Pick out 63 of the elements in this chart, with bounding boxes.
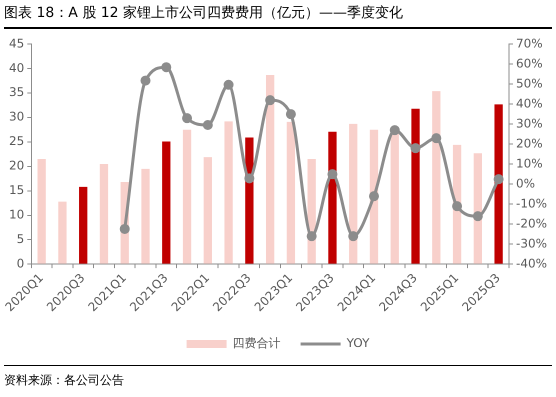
- bar: [411, 108, 420, 264]
- legend-label: YOY: [346, 336, 370, 350]
- bar: [224, 121, 233, 264]
- y-tick-label: 30: [8, 110, 24, 124]
- y2-tick-label: -10%: [516, 196, 548, 210]
- point: [224, 80, 234, 90]
- bar: [204, 157, 212, 264]
- y-tick-label: 40: [8, 60, 24, 75]
- point: [244, 173, 254, 184]
- y2-tick-label: 30%: [516, 116, 543, 130]
- y-tick-label: 0: [16, 256, 24, 270]
- point: [390, 125, 400, 136]
- y-tick-label: 15: [8, 182, 24, 197]
- bar: [141, 168, 150, 264]
- bar: [286, 122, 296, 264]
- bar: [100, 164, 108, 264]
- text: 资料来源：各公司公告: [4, 365, 552, 389]
- y2-tick-label: 10%: [516, 156, 543, 170]
- point: [140, 76, 151, 86]
- bar: [245, 138, 254, 264]
- point: [431, 133, 442, 144]
- chart-title: 图表 18：A 股 12 家锂上市公司四费费用（亿元）——季度变化: [4, 4, 552, 29]
- point: [306, 231, 317, 242]
- bar: [38, 159, 46, 264]
- y-tick-label: 45: [8, 36, 24, 50]
- bar: [474, 153, 482, 264]
- bar: [182, 130, 192, 264]
- point: [202, 120, 213, 130]
- point: [410, 143, 421, 154]
- bar: [390, 134, 399, 264]
- point: [286, 109, 296, 120]
- bar: [266, 74, 274, 264]
- bar: [494, 104, 503, 264]
- y-tick-label: 5: [16, 232, 24, 246]
- point: [452, 201, 462, 212]
- point: [472, 211, 483, 222]
- y2-tick-label: -40%: [516, 256, 548, 270]
- point: [182, 113, 192, 124]
- bar: [162, 141, 170, 264]
- y2-tick-label: 70%: [516, 36, 543, 50]
- legend-label: 四费合计: [232, 336, 281, 350]
- bar: [58, 202, 67, 264]
- point: [348, 231, 358, 242]
- y2-tick-label: 50%: [516, 76, 543, 90]
- y2-tick-label: 20%: [516, 136, 543, 150]
- y-tick-label: 10: [8, 207, 24, 222]
- point: [265, 95, 276, 106]
- point: [368, 191, 379, 202]
- point: [494, 174, 504, 184]
- y-tick-label: 35: [8, 85, 24, 100]
- y2-tick-label: -30%: [516, 236, 548, 250]
- y-tick-label: 20: [8, 158, 24, 173]
- y2-tick-label: 0%: [516, 176, 536, 190]
- bar: [79, 186, 88, 264]
- point: [327, 169, 338, 180]
- point: [120, 224, 130, 234]
- point: [161, 62, 172, 72]
- y2-tick-label: -20%: [516, 216, 548, 230]
- y2-tick-label: 40%: [516, 96, 543, 110]
- y-tick-label: 25: [8, 134, 24, 148]
- bar: [432, 91, 440, 264]
- bar: [349, 124, 358, 264]
- y2-tick-label: 60%: [516, 56, 543, 70]
